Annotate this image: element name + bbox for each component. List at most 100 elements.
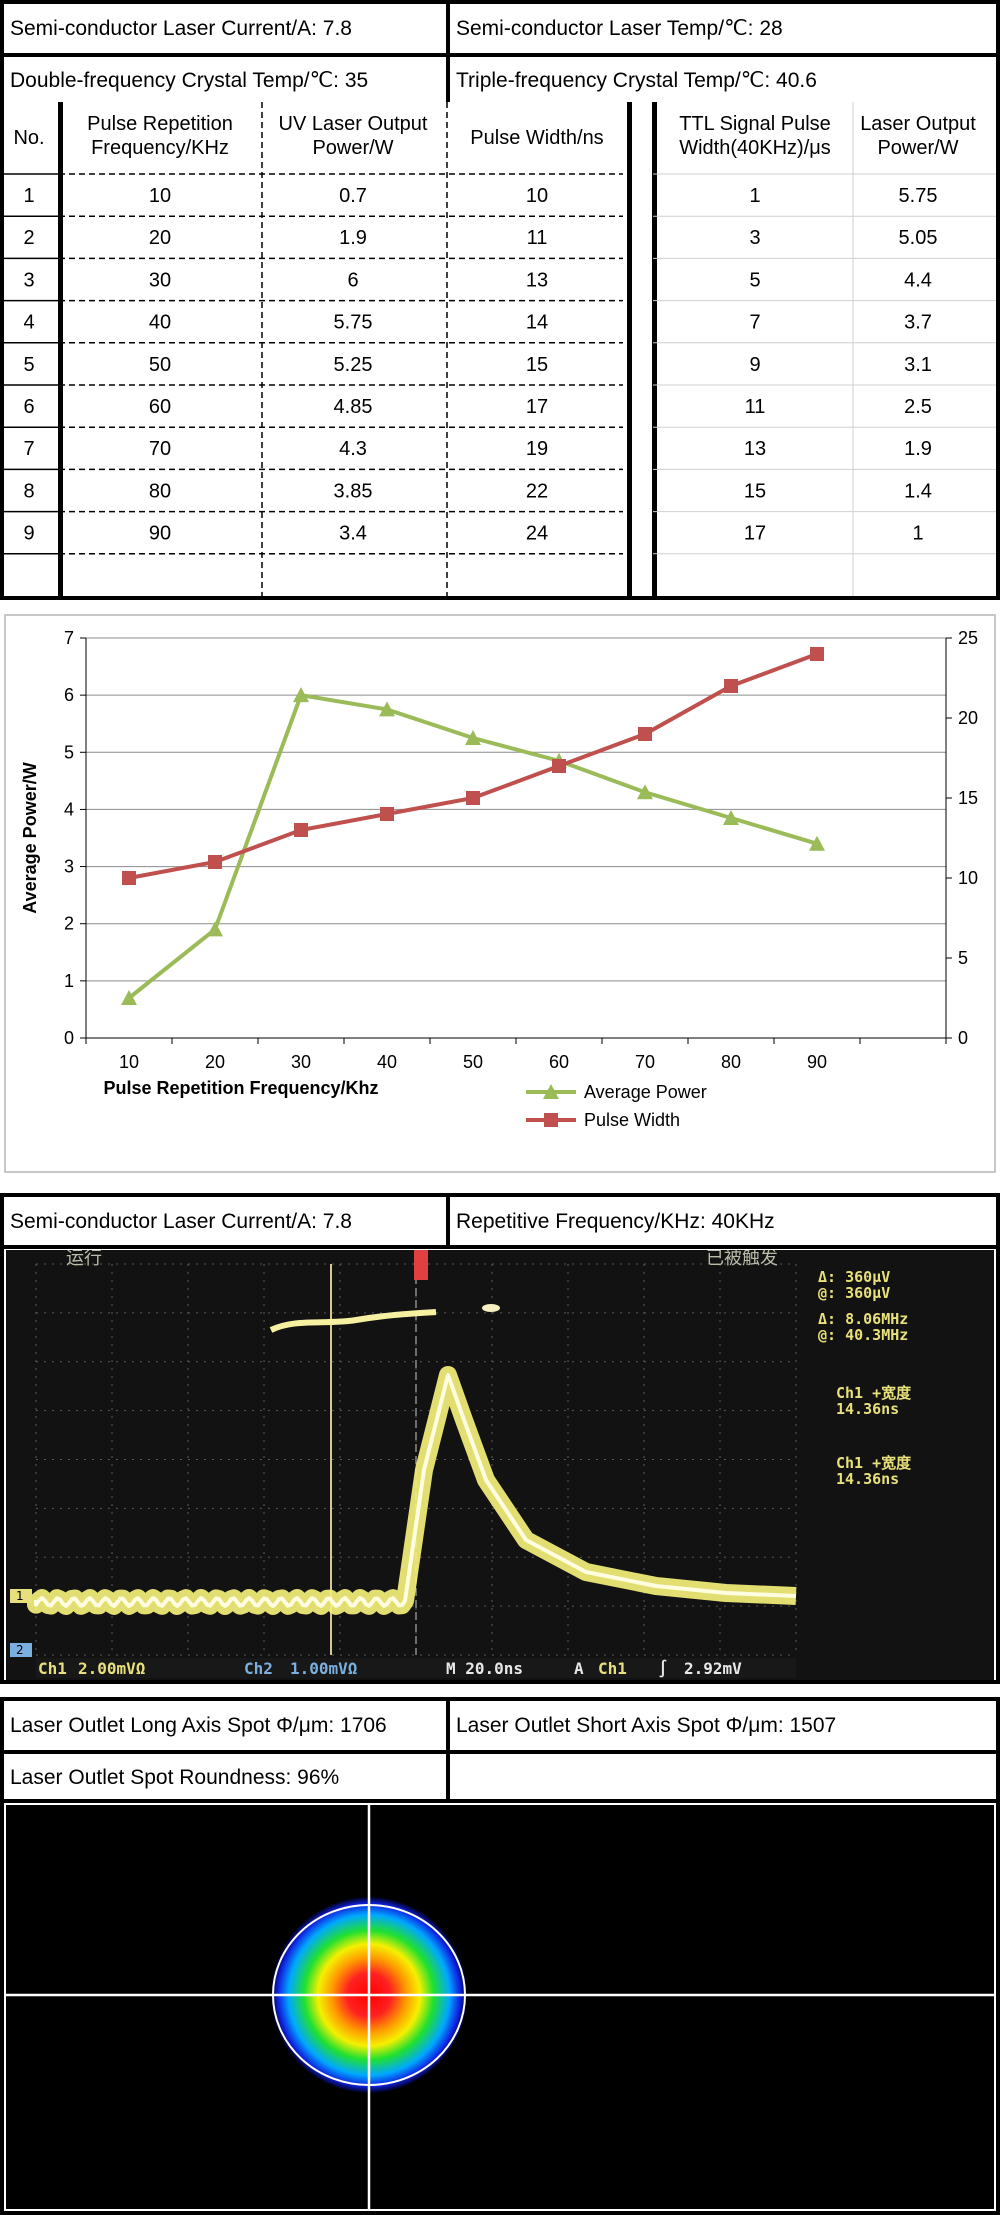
- oscilloscope-screen: 运行 已被触发 Δ: 360μV @: 360μV Δ: 8.06MHz @: 40.3M…: [6, 1250, 994, 1680]
- scope-readout: 14.36ns: [836, 1400, 899, 1418]
- scope-readout: 14.36ns: [836, 1470, 899, 1488]
- data-point-pulse-width: [724, 679, 738, 693]
- right-cell: 3.1: [904, 354, 932, 376]
- right-header-0: TTL Signal Pulse: [679, 113, 831, 135]
- left-cell: 1: [23, 185, 34, 207]
- right-cell: 15: [744, 480, 766, 502]
- y-left-tick-label: 6: [64, 685, 74, 705]
- laser-current-param: Semi-conductor Laser Current/A: 7.8: [10, 16, 352, 40]
- data-point-pulse-width: [294, 823, 308, 837]
- waveform-core: [34, 1373, 797, 1608]
- waveform-artifact: [482, 1304, 500, 1312]
- left-cell: 10: [526, 185, 548, 207]
- left-cell: 5.25: [334, 354, 373, 376]
- left-header-1: Frequency/KHz: [91, 137, 229, 159]
- left-cell: 60: [149, 396, 171, 418]
- left-cell: 8: [23, 480, 34, 502]
- waveform-artifact: [269, 1309, 437, 1333]
- laser-temp-param: Semi-conductor Laser Temp/℃: 28: [456, 17, 783, 40]
- y-left-tick-label: 1: [64, 971, 74, 991]
- left-cell: 17: [526, 396, 548, 418]
- y-left-tick-label: 5: [64, 742, 74, 762]
- section1-params: Semi-conductor Laser Current/A: 7.8 Semi…: [0, 0, 1000, 106]
- data-point-average-power: [207, 921, 223, 937]
- left-cell: 80: [149, 480, 171, 502]
- data-point-pulse-width: [122, 871, 136, 885]
- left-cell: 0.7: [339, 185, 367, 207]
- right-cell: 7: [749, 312, 760, 334]
- legend-marker: [543, 1084, 559, 1099]
- empty-param: [450, 1754, 990, 1801]
- scope-bottom-bar: [36, 1658, 796, 1678]
- frequency-chart: 0 1 2 3 4 5 6 7 0 5 10 15 20 25 10 20 30 40 50 60 70 80 90 Puls…: [4, 614, 996, 1173]
- scope-bottom-label: 1.00mVΩ: [290, 1659, 357, 1678]
- data-point-pulse-width: [552, 759, 566, 773]
- right-cell: 1: [912, 523, 923, 545]
- y-left-tick-label: 2: [64, 914, 74, 934]
- data-point-average-power: [809, 835, 825, 851]
- left-cell: 24: [526, 523, 548, 545]
- long-axis-spot-param: Laser Outlet Long Axis Spot Φ/μm: 1706: [10, 1713, 387, 1737]
- channel-1-marker: [10, 1589, 32, 1603]
- scope-bottom-label: Ch2: [244, 1659, 273, 1678]
- left-cell: 11: [527, 227, 548, 249]
- y-right-tick-label: 20: [958, 708, 978, 728]
- left-cell: 3: [23, 269, 34, 291]
- right-cell: 1: [749, 185, 760, 207]
- right-cell: 1.9: [904, 438, 932, 460]
- series-line-1: [128, 652, 818, 880]
- right-cell: 5: [749, 269, 760, 291]
- x-tick-label: 10: [119, 1052, 139, 1072]
- scope-readout: Δ: 360μV: [818, 1268, 890, 1286]
- left-cell: 10: [149, 185, 171, 207]
- triple-crystal-temp-param: Triple-frequency Crystal Temp/℃: 40.6: [456, 69, 817, 92]
- scope-bottom-label: 2.92mV: [684, 1659, 742, 1678]
- scope-svg: 运行 已被触发 Δ: 360μV@: 360μV Δ: 8.06MHz@: 40.3M…: [6, 1250, 994, 1680]
- scope-readout: Δ: 8.06MHz: [818, 1310, 908, 1328]
- left-cell: 3.85: [334, 480, 373, 502]
- data-point-average-power: [379, 701, 395, 717]
- spot-roundness-param: Laser Outlet Spot Roundness: 96%: [10, 1765, 340, 1789]
- right-cell: 9: [749, 354, 760, 376]
- left-cell: 4: [23, 312, 34, 334]
- data-point-pulse-width: [638, 727, 652, 741]
- left-cell: 5.75: [334, 312, 373, 334]
- left-cell: 5: [23, 354, 34, 376]
- data-point-pulse-width: [466, 791, 480, 805]
- x-tick-label: 20: [205, 1052, 225, 1072]
- channel-2-label: 2: [16, 1643, 24, 1657]
- left-cell: 4.85: [334, 396, 373, 418]
- left-header-3: Pulse Width/ns: [470, 127, 603, 149]
- data-point-average-power: [637, 784, 653, 800]
- channel-2-marker: [10, 1643, 32, 1657]
- x-axis-title: Pulse Repetition Frequency/Khz: [103, 1078, 378, 1098]
- beam-profile-image: [6, 1805, 994, 2209]
- right-header-1: Laser Output: [860, 113, 976, 135]
- data-point-pulse-width: [380, 807, 394, 821]
- left-cell: 14: [526, 312, 548, 334]
- left-header-2: UV Laser Output: [279, 113, 428, 135]
- y-left-tick-label: 0: [64, 1028, 74, 1048]
- trigger-marker: [414, 1250, 428, 1280]
- double-crystal-temp-param: Double-frequency Crystal Temp/℃: 35: [10, 69, 369, 92]
- scope-status-triggered: 已被触发: [706, 1250, 778, 1269]
- y-right-tick-label: 15: [958, 788, 978, 808]
- x-tick-label: 40: [377, 1052, 397, 1072]
- legend-marker: [544, 1113, 558, 1127]
- data-point-average-power: [465, 730, 481, 745]
- left-cell: 1.9: [339, 227, 367, 249]
- legend-label: Average Power: [584, 1082, 707, 1102]
- right-header-0: Width(40KHz)/μs: [679, 137, 831, 159]
- left-cell: 6: [23, 396, 34, 418]
- right-cell: 3.7: [904, 312, 932, 334]
- legend-label: Pulse Width: [584, 1110, 680, 1130]
- scope-readout: Ch1 +宽度: [836, 1454, 912, 1472]
- scope-bottom-label: Ch1: [598, 1659, 627, 1678]
- y-left-tick-label: 7: [64, 628, 74, 648]
- right-cell: 11: [745, 396, 766, 418]
- scope-bottom-label: 2.00mVΩ: [78, 1659, 145, 1678]
- scope-status-run: 运行: [66, 1250, 102, 1269]
- data-point-pulse-width: [208, 855, 222, 869]
- right-cell: 5.75: [899, 185, 938, 207]
